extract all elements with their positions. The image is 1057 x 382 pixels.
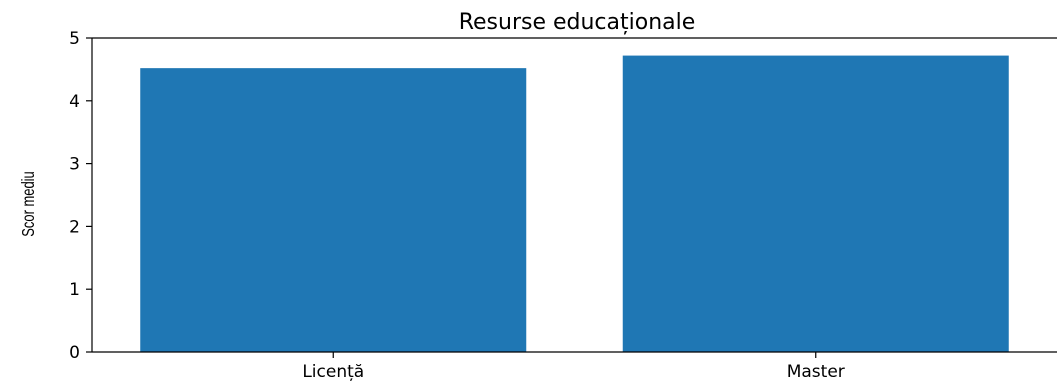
y-axis: 0 1 2 3 4 5 (69, 29, 92, 363)
y-tick-label: 2 (69, 217, 80, 237)
y-tick-label: 0 (69, 343, 80, 363)
y-axis-label: Scor mediu (19, 171, 39, 236)
y-tick-label: 4 (69, 92, 80, 112)
y-tick-label: 3 (69, 155, 80, 175)
bars-group (140, 55, 1009, 353)
y-tick-label: 1 (69, 280, 80, 300)
bar (622, 55, 1009, 353)
x-tick-label: Master (787, 362, 845, 382)
y-tick-label: 5 (69, 29, 80, 49)
chart-title: Resurse educaționale (459, 10, 696, 35)
x-tick-label: Licență (302, 362, 364, 382)
x-axis: Licență Master (302, 352, 845, 382)
bar (140, 68, 527, 353)
